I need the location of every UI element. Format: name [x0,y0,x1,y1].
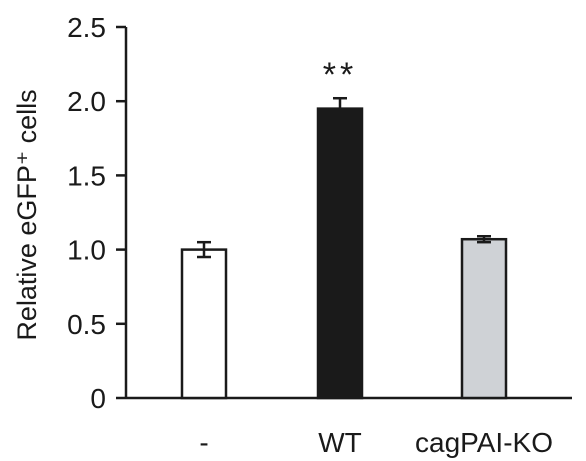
significance-marker: ** [323,56,357,94]
y-tick-label: 2.5 [67,12,106,43]
bar-1 [180,248,228,400]
bar-2 [316,107,364,400]
category-label: WT [318,427,362,458]
bars [180,107,508,400]
category-label: cagPAI-KO [415,427,553,458]
annotations: ** [323,56,357,94]
y-tick-label: 0 [90,383,106,414]
y-tick-label: 0.5 [67,309,106,340]
category-label: - [199,427,208,458]
error-bar [197,240,211,259]
y-axis: 0 0.5 1.0 1.5 2.0 2.5 [67,12,128,414]
bar-3 [460,237,508,400]
error-bar [333,96,347,121]
error-bar [477,234,491,244]
y-axis-label: Relative eGFP⁺ cells [12,89,42,340]
y-tick-label: 1.0 [67,235,106,266]
y-tick-label: 2.0 [67,86,106,117]
y-tick-label: 1.5 [67,160,106,191]
category-labels: - WT cagPAI-KO [199,427,553,458]
error-bars [197,96,491,259]
